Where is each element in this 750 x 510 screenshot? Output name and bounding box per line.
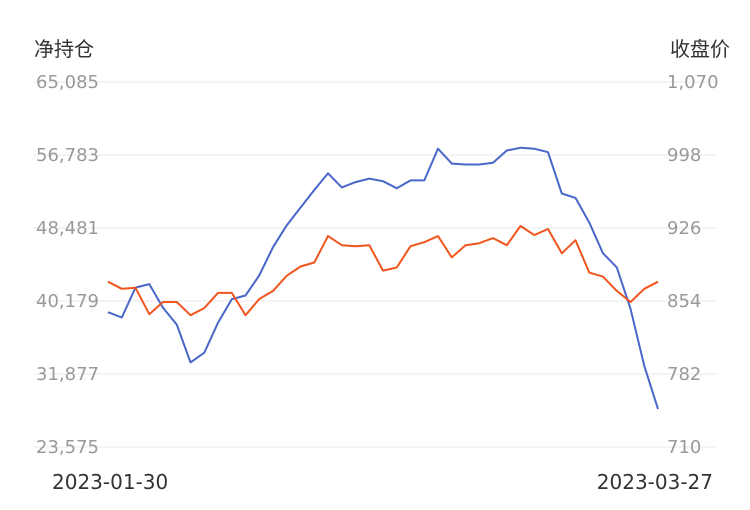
- right-axis-ticks: 710 782 854 926 998 1,070: [667, 72, 719, 458]
- left-tick-label: 23,575: [36, 437, 99, 458]
- left-axis-ticks: 23,575 31,877 40,179 48,481 56,783 65,085: [36, 72, 99, 458]
- x-axis-start-label: 2023-01-30: [52, 470, 168, 494]
- left-tick-label: 65,085: [36, 72, 99, 93]
- right-axis-title: 收盘价: [670, 37, 730, 61]
- close-price-line: [107, 225, 659, 317]
- right-tick-label: 854: [667, 291, 701, 312]
- right-tick-label: 1,070: [667, 72, 719, 93]
- left-tick-label: 31,877: [36, 364, 99, 385]
- right-tick-label: 998: [667, 145, 701, 166]
- net-position-line: [107, 146, 659, 410]
- right-tick-label: 710: [667, 437, 701, 458]
- left-tick-label: 56,783: [36, 145, 99, 166]
- left-tick-label: 48,481: [36, 218, 99, 239]
- gridlines: [34, 81, 716, 448]
- right-tick-label: 782: [667, 364, 701, 385]
- right-tick-label: 926: [667, 218, 701, 239]
- series-lines: [107, 146, 659, 410]
- left-tick-label: 40,179: [36, 291, 99, 312]
- left-axis-title: 净持仓: [34, 37, 94, 61]
- x-axis-end-label: 2023-03-27: [597, 470, 713, 494]
